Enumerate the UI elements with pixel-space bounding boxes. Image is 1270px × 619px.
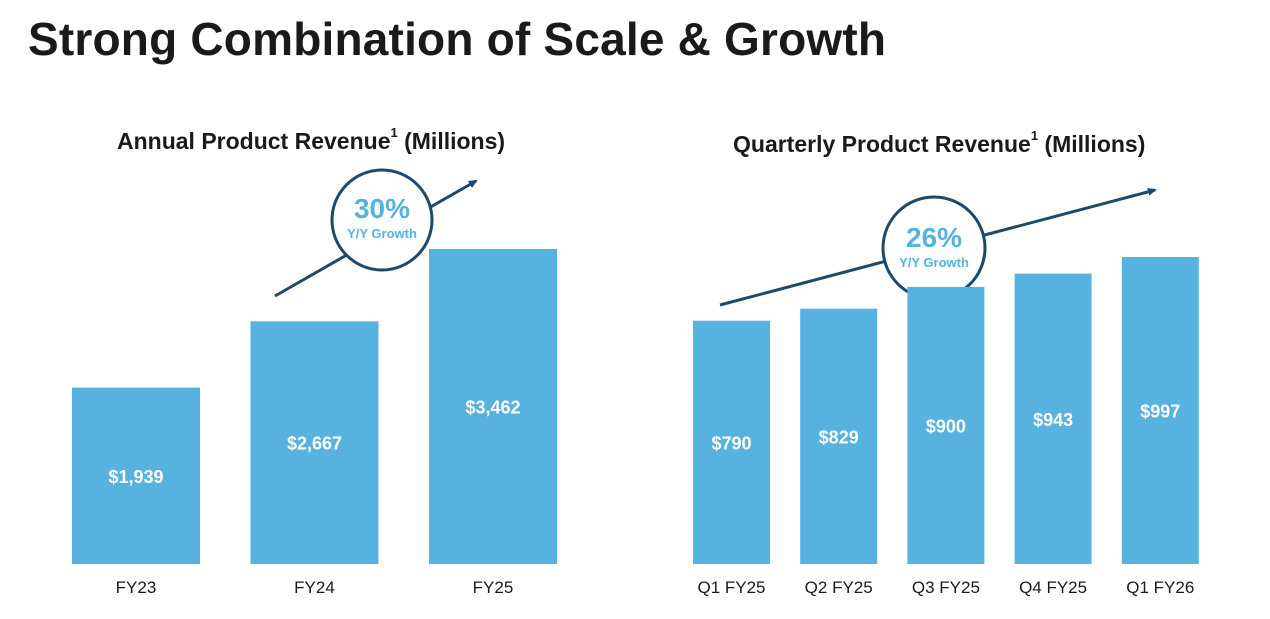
quarterly-chart-title-unit: (Millions) <box>1044 131 1146 157</box>
quarterly-bar-value-label-2: $900 <box>926 416 966 436</box>
quarterly-bar-4 <box>1121 257 1199 564</box>
quarterly-x-tick-label-2: Q3 FY25 <box>912 578 980 597</box>
quarterly-growth-label: Y/Y Growth <box>899 255 969 270</box>
quarterly-growth-value: 26% <box>906 222 962 253</box>
quarterly-x-tick-label-1: Q2 FY25 <box>805 578 873 597</box>
quarterly-bar-value-label-4: $997 <box>1140 402 1180 422</box>
quarterly-growth-annotation: 26% Y/Y Growth <box>719 187 1157 307</box>
annual-x-tick-label-2: FY25 <box>473 578 514 597</box>
annual-bar-1 <box>250 321 379 564</box>
annual-bar-value-label-0: $1,939 <box>108 467 163 487</box>
page-title: Strong Combination of Scale & Growth <box>28 13 887 65</box>
quarterly-x-tick-label-4: Q1 FY26 <box>1126 578 1194 597</box>
quarterly-x-tick-label-0: Q1 FY25 <box>697 578 765 597</box>
annual-growth-badge <box>330 168 434 272</box>
quarterly-x-tick-label-3: Q4 FY25 <box>1019 578 1087 597</box>
quarterly-bar-value-label-1: $829 <box>819 427 859 447</box>
quarterly-bar-0 <box>693 320 770 564</box>
annual-bar-value-label-2: $3,462 <box>465 398 520 418</box>
quarterly-chart-title: Quarterly Product Revenue1 (Millions) <box>733 128 1146 158</box>
annual-x-tick-label-1: FY24 <box>294 578 335 597</box>
quarterly-bar-1 <box>800 308 878 564</box>
quarterly-bar-value-label-3: $943 <box>1033 410 1073 430</box>
annual-chart-title-unit: (Millions) <box>404 128 506 154</box>
quarterly-chart-title-text: Quarterly Product Revenue <box>733 131 1031 157</box>
annual-bars: $1,939 FY23 $2,667 FY24 $3,462 FY25 <box>72 249 557 597</box>
annual-chart-title-footnote: 1 <box>390 125 398 141</box>
annual-growth-label: Y/Y Growth <box>347 226 417 241</box>
quarterly-chart-title-footnote: 1 <box>1030 128 1039 144</box>
quarterly-bars: $790 Q1 FY25 $829 Q2 FY25 $900 Q3 FY25 $943 Q4 … <box>693 257 1199 597</box>
annual-bar-0 <box>72 387 200 564</box>
quarterly-bar-3 <box>1014 273 1092 564</box>
annual-chart-title: Annual Product Revenue1 (Millions) <box>117 125 506 155</box>
quarterly-bar-value-label-0: $790 <box>711 433 751 453</box>
annual-bar-value-label-1: $2,667 <box>287 434 342 454</box>
annual-chart-title-text: Annual Product Revenue <box>117 128 391 154</box>
annual-growth-value: 30% <box>354 193 410 224</box>
annual-growth-annotation: 30% Y/Y Growth <box>274 168 478 298</box>
annual-bar-2 <box>429 249 557 564</box>
quarterly-bar-2 <box>907 286 985 564</box>
annual-x-tick-label-0: FY23 <box>116 578 157 597</box>
